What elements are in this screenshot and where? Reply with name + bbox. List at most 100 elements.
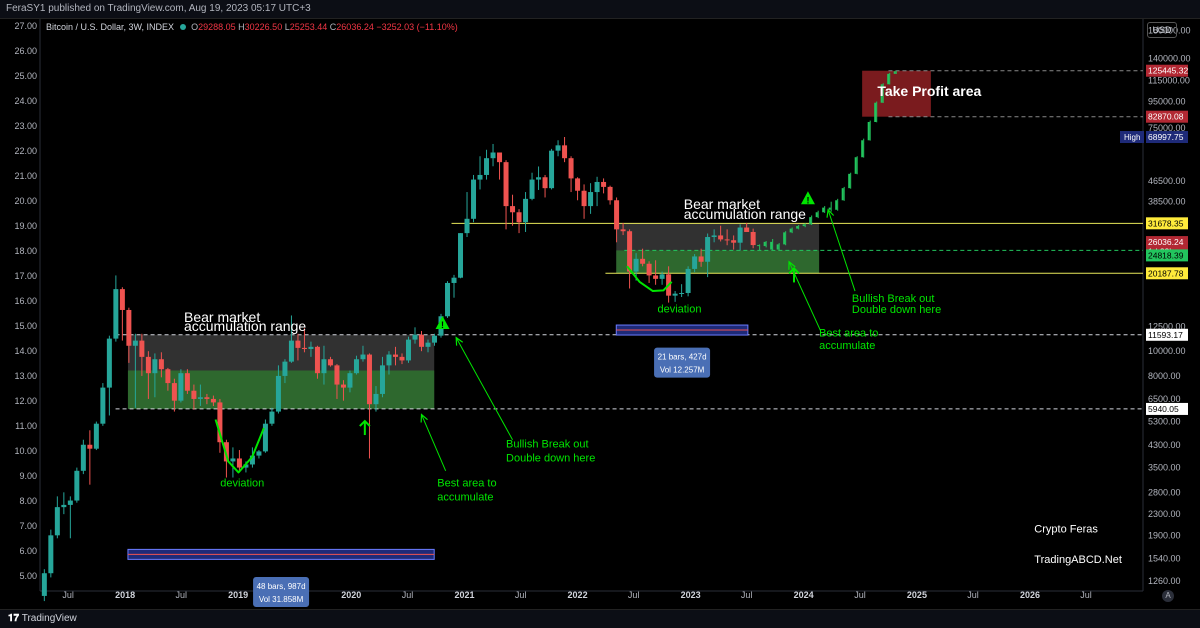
candle <box>640 258 646 264</box>
candle <box>308 346 314 349</box>
projection-candle <box>789 228 792 233</box>
candle <box>705 237 711 262</box>
candle <box>451 277 457 283</box>
candle <box>646 263 652 276</box>
right-axis-tick: 115000.00 <box>1148 75 1190 85</box>
left-axis-tick: 15.00 <box>14 321 37 331</box>
accumulation-zone <box>616 250 820 274</box>
warning-icon-mark: ! <box>441 320 444 330</box>
projection-candle <box>802 224 805 227</box>
projection-candle <box>848 173 851 189</box>
deviation-curve <box>214 419 265 474</box>
candle <box>568 158 574 179</box>
measure-label-volume: Vol 31.858M <box>259 595 304 604</box>
status-dot <box>179 24 186 30</box>
projection-candle <box>880 84 883 103</box>
price-label: 26036.24 <box>1148 237 1184 247</box>
candle <box>529 179 535 199</box>
warning-icon-mark: ! <box>806 195 809 205</box>
left-axis-tick: 25.00 <box>14 71 37 81</box>
measure-label-bars: 21 bars, 427d <box>658 353 707 362</box>
candle <box>275 375 281 412</box>
price-label: 24818.39 <box>1148 250 1184 260</box>
time-axis-tick: Jul <box>62 590 74 600</box>
candle <box>523 198 529 223</box>
close-label: C <box>329 22 337 32</box>
candle <box>230 458 236 462</box>
candle <box>659 274 665 279</box>
candle <box>106 338 112 388</box>
time-axis-tick: 2026 <box>1020 590 1040 600</box>
measure-label-box <box>253 577 310 607</box>
candle <box>412 334 418 340</box>
price-label-box <box>1146 249 1188 262</box>
candle <box>601 181 607 187</box>
annotation-text: Bullish Break out <box>506 438 589 450</box>
candle <box>692 256 698 269</box>
candle <box>321 359 327 374</box>
candle <box>165 369 171 384</box>
plot-area <box>40 19 1143 591</box>
candle <box>256 451 262 456</box>
take_profit-zone <box>862 70 931 117</box>
projection-candle <box>841 188 844 201</box>
measure-label-bars: 48 bars, 987d <box>257 582 306 591</box>
candle <box>119 289 125 310</box>
annotation-text: Bear market <box>184 309 260 325</box>
annotation-text: deviation <box>657 303 701 315</box>
projection-candle <box>893 71 896 74</box>
annotation-text: accumulate <box>437 492 493 504</box>
projection-candle <box>835 200 838 210</box>
candle <box>61 504 67 508</box>
candle <box>178 373 184 401</box>
candle <box>737 227 743 243</box>
change-value: −3252.03 (−11.10%) <box>376 22 458 32</box>
price-label-box <box>1146 328 1188 341</box>
price-label: 5940.05 <box>1148 404 1179 414</box>
candle <box>301 347 307 349</box>
time-axis-tick: 2020 <box>341 590 361 600</box>
right-axis-tick: 2800.00 <box>1148 487 1181 497</box>
candle <box>620 229 626 232</box>
price-label-box <box>1146 267 1188 280</box>
annotation-text: accumulation range <box>184 318 306 334</box>
candle <box>74 470 80 501</box>
candle <box>145 356 151 374</box>
candle <box>477 174 483 180</box>
candle <box>555 145 561 151</box>
time-axis-tick: 2024 <box>794 590 814 600</box>
auto-scale-button[interactable]: A <box>1162 590 1174 602</box>
annotation-arrow-head <box>788 260 796 270</box>
candle <box>497 152 503 163</box>
price-label-box <box>1146 131 1188 144</box>
candle <box>327 359 333 366</box>
right-axis-tick: 180000.00 <box>1148 26 1191 36</box>
candle <box>288 340 294 362</box>
candle <box>67 500 73 505</box>
candle <box>594 181 600 193</box>
candle <box>80 444 86 471</box>
candle <box>236 458 242 468</box>
candle <box>184 373 190 391</box>
time-axis-tick: 2023 <box>681 590 701 600</box>
candle <box>223 442 229 462</box>
candle <box>379 365 385 394</box>
right-axis-tick: 6500.00 <box>1148 394 1181 404</box>
candle <box>132 340 138 346</box>
candle <box>217 402 223 443</box>
currency-button[interactable]: USD <box>1147 22 1177 38</box>
candle <box>262 423 268 452</box>
candle <box>588 192 594 207</box>
projection-candle <box>815 212 818 218</box>
up-arrow-head <box>788 267 800 275</box>
left-axis-tick: 5.00 <box>19 571 37 581</box>
time-axis-tick: Jul <box>515 590 527 600</box>
right-axis-tick: 95000.00 <box>1148 97 1186 107</box>
projection-candle <box>809 217 812 225</box>
left-axis-tick: 11.00 <box>15 421 37 431</box>
candle <box>607 186 613 201</box>
candle <box>672 293 678 296</box>
annotation-text: TradingABCD.Net <box>1034 554 1122 566</box>
price-tag-box <box>1120 131 1144 144</box>
